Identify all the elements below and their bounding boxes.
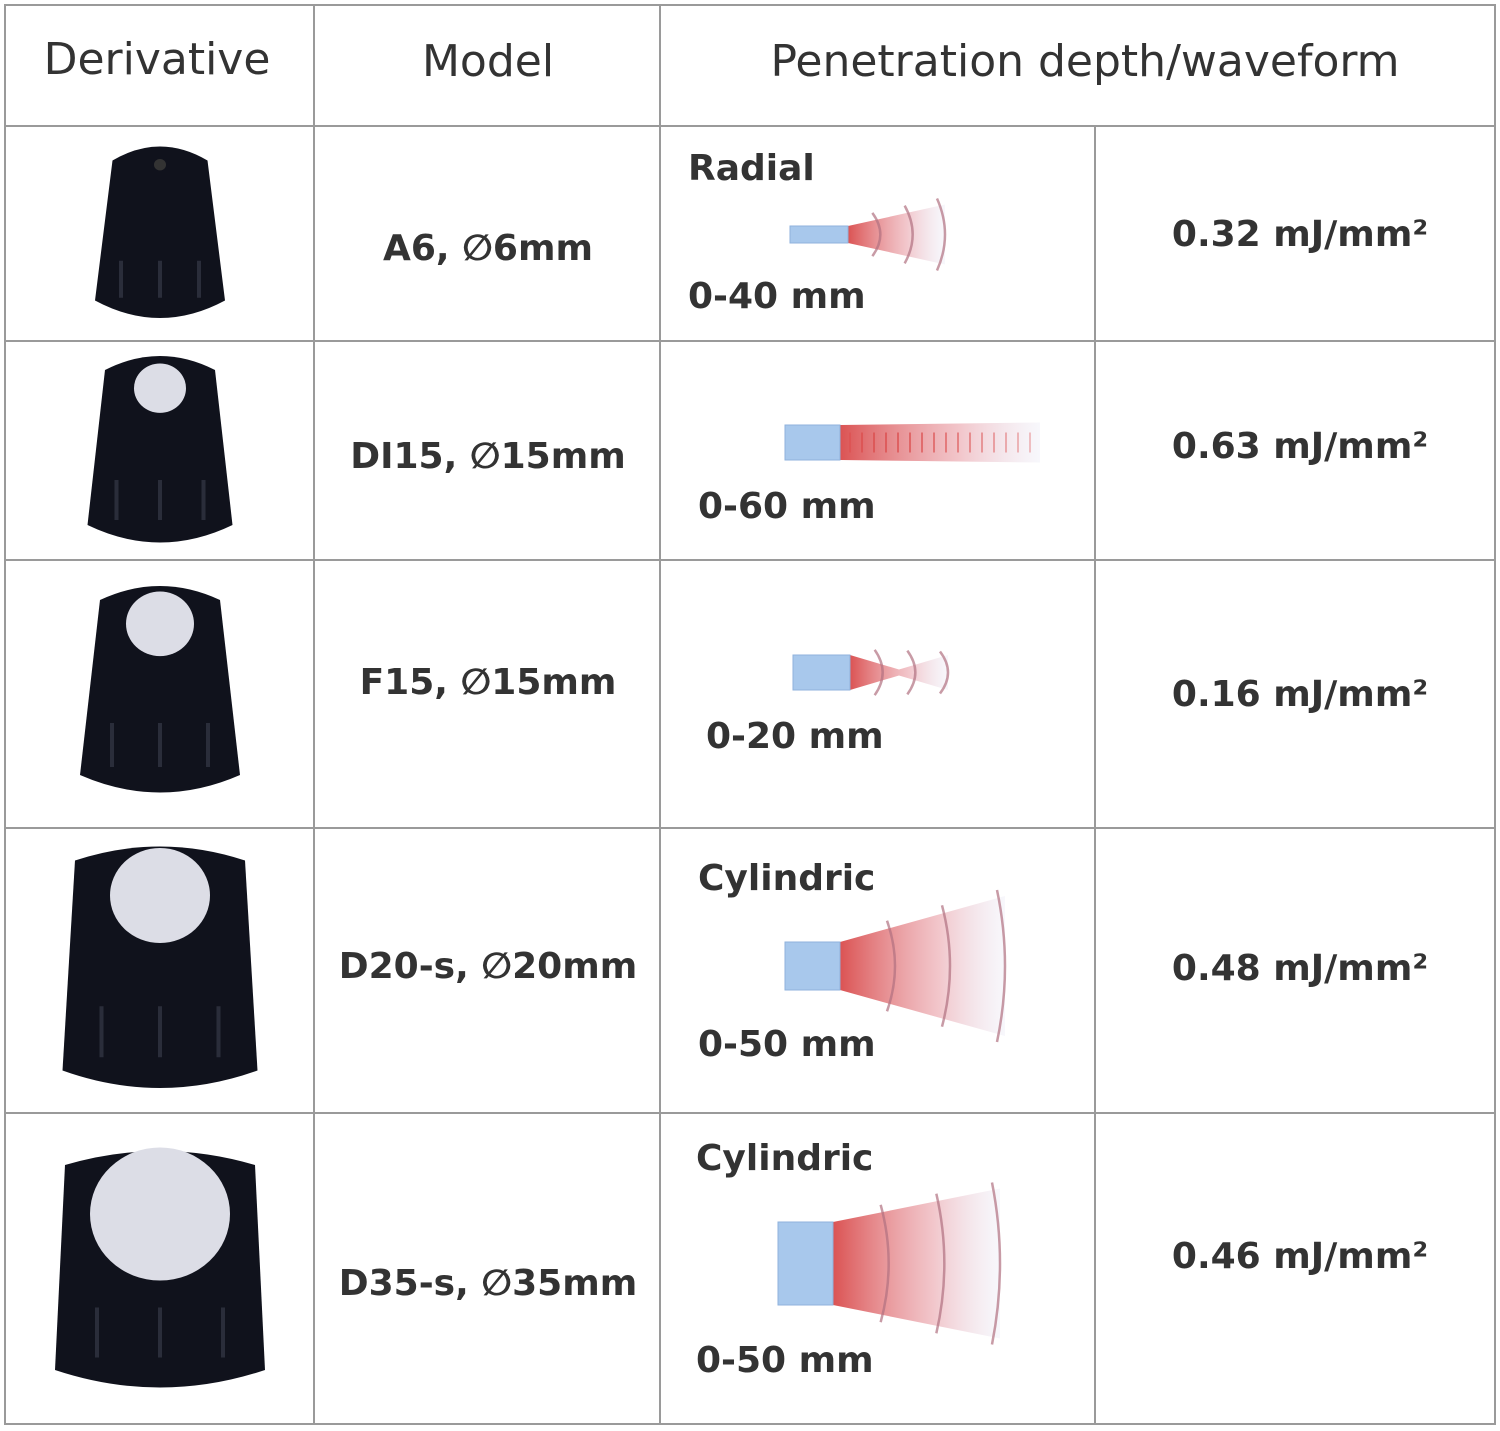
model-cell: D35-s, ∅35mm	[339, 1263, 638, 1304]
applicator-lens	[126, 591, 194, 657]
depth-cell: 0-50 mm	[698, 1024, 876, 1065]
depth-cell: 0-40 mm	[688, 276, 866, 317]
wave-arc	[873, 649, 884, 696]
wave-arc	[871, 212, 882, 257]
wave-arc	[935, 1193, 946, 1334]
wave-arc	[903, 205, 914, 264]
applicator-lens	[110, 848, 210, 943]
energy-cell: 0.48 mJ/mm²	[1172, 948, 1428, 989]
wave-arc	[885, 920, 897, 1012]
wave-fan	[848, 204, 945, 265]
wave-type: Radial	[688, 148, 815, 189]
model-cell: F15, ∅15mm	[360, 662, 617, 703]
transducer-block	[777, 1221, 834, 1306]
energy-cell: 0.46 mJ/mm²	[1172, 1236, 1428, 1277]
table-border	[4, 4, 1496, 1425]
wave-arc	[935, 197, 947, 272]
applicator-cap	[80, 586, 240, 793]
wave-fan	[840, 896, 1005, 1036]
model-cell: DI15, ∅15mm	[350, 436, 626, 477]
applicator-cap	[87, 356, 233, 543]
energy-cell: 0.32 mJ/mm²	[1172, 214, 1428, 255]
wave-arc	[938, 650, 950, 695]
wave-type: Cylindric	[698, 858, 875, 899]
transducer-block	[784, 941, 841, 991]
model-cell: D20-s, ∅20mm	[339, 946, 638, 987]
applicator-cap	[95, 146, 225, 318]
transducer-block	[792, 654, 851, 691]
energy-cell: 0.63 mJ/mm²	[1172, 426, 1428, 467]
depth-cell: 0-50 mm	[696, 1340, 874, 1381]
wave-fan	[850, 655, 948, 690]
header-cell: Derivative	[44, 34, 271, 85]
applicator-cap	[62, 846, 258, 1088]
depth-cell: 0-20 mm	[706, 716, 884, 757]
wave-arc	[995, 889, 1007, 1043]
depth-cell: 0-60 mm	[698, 486, 876, 527]
header-cell: Model	[422, 36, 554, 87]
header-cell: Penetration depth/waveform	[770, 36, 1399, 87]
wave-arc	[940, 905, 952, 1027]
wave-arc	[990, 1182, 1002, 1345]
wave-type: Cylindric	[696, 1138, 873, 1179]
wave-arc	[879, 1204, 890, 1323]
transducer-block	[784, 424, 841, 461]
model-cell: A6, ∅6mm	[383, 228, 593, 269]
energy-cell: 0.16 mJ/mm²	[1172, 674, 1428, 715]
applicator-lens	[154, 159, 166, 171]
applicator-lens	[90, 1147, 230, 1281]
wave-fan	[840, 422, 1040, 463]
wave-arc	[906, 649, 917, 696]
transducer-block	[789, 225, 849, 244]
grid-lines	[5, 5, 1495, 1424]
wave-fan	[833, 1188, 1000, 1339]
applicator-lens	[134, 363, 186, 413]
